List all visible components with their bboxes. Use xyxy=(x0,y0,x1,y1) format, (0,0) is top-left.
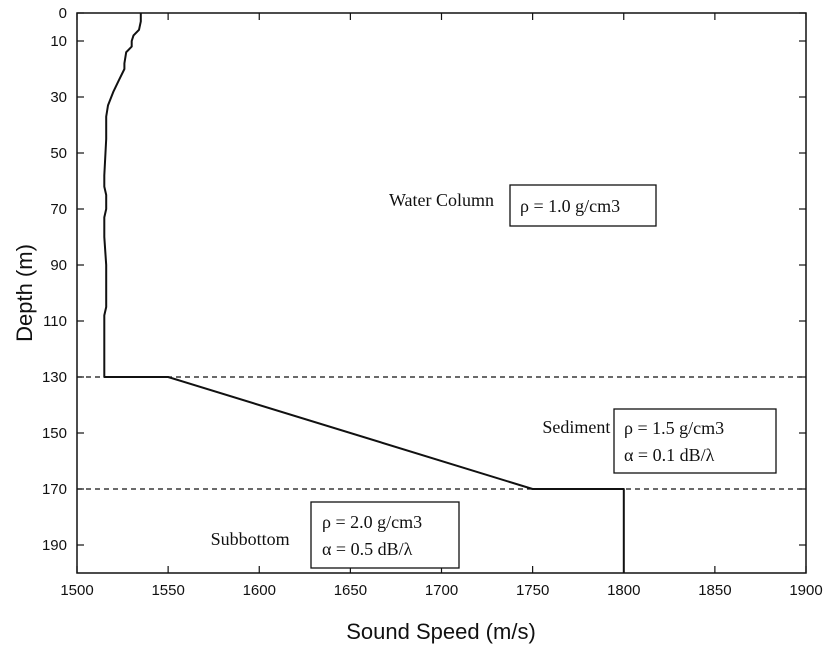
subbottom-box xyxy=(310,501,460,569)
y-tick-label: 50 xyxy=(50,145,67,162)
water-density-annotation: ρ = 1.0 g/cm3 xyxy=(509,184,657,227)
boundary-lines xyxy=(77,376,806,490)
sediment-density-label: ρ = 1.5 g/cm3 xyxy=(624,418,724,438)
y-axis-title: Depth (m) xyxy=(12,244,37,342)
x-tick-label: 1650 xyxy=(334,582,367,599)
sediment-box xyxy=(613,408,777,474)
x-tick-label: 1750 xyxy=(516,582,549,599)
y-tick-label: 30 xyxy=(50,89,67,106)
sediment-annotation: ρ = 1.5 g/cm3 α = 0.1 dB/λ xyxy=(613,408,777,474)
region-labels: Water Column Sediment Subbottom xyxy=(211,190,611,549)
sound-speed-profile-line xyxy=(103,13,625,573)
subbottom-density-label: ρ = 2.0 g/cm3 xyxy=(322,512,422,532)
series-group xyxy=(103,13,625,573)
x-tick-label: 1600 xyxy=(243,582,276,599)
y-tick-label: 70 xyxy=(50,201,67,218)
x-tick-label: 1900 xyxy=(789,582,822,599)
y-tick-label: 90 xyxy=(50,257,67,274)
x-axis-title: Sound Speed (m/s) xyxy=(346,619,536,644)
x-tick-label: 1500 xyxy=(60,582,93,599)
water-density-box xyxy=(509,184,657,227)
subbottom-attenuation-label: α = 0.5 dB/λ xyxy=(322,539,413,559)
region-label: Sediment xyxy=(542,417,610,437)
y-tick-label: 150 xyxy=(42,425,67,442)
y-tick-label: 130 xyxy=(42,369,67,386)
x-tick-label: 1800 xyxy=(607,582,640,599)
water-density-label: ρ = 1.0 g/cm3 xyxy=(520,196,620,216)
sediment-attenuation-label: α = 0.1 dB/λ xyxy=(624,445,715,465)
y-tick-label: 190 xyxy=(42,537,67,554)
y-tick-label: 10 xyxy=(50,33,67,50)
y-tick-label: 170 xyxy=(42,481,67,498)
y-tick-label: 0 xyxy=(59,5,67,22)
subbottom-annotation: ρ = 2.0 g/cm3 α = 0.5 dB/λ xyxy=(310,501,460,569)
x-tick-label: 1700 xyxy=(425,582,458,599)
region-label: Subbottom xyxy=(211,529,290,549)
x-tick-label: 1850 xyxy=(698,582,731,599)
region-label: Water Column xyxy=(389,190,494,210)
y-tick-label: 110 xyxy=(43,313,67,330)
x-tick-label: 1550 xyxy=(151,582,184,599)
x-axis-ticks: 1500 1550 1600 1650 1700 1750 1800 1850 1900 xyxy=(60,13,823,599)
y-axis-ticks: 0 10 30 50 70 90 110 130 150 170 190 xyxy=(42,5,806,554)
